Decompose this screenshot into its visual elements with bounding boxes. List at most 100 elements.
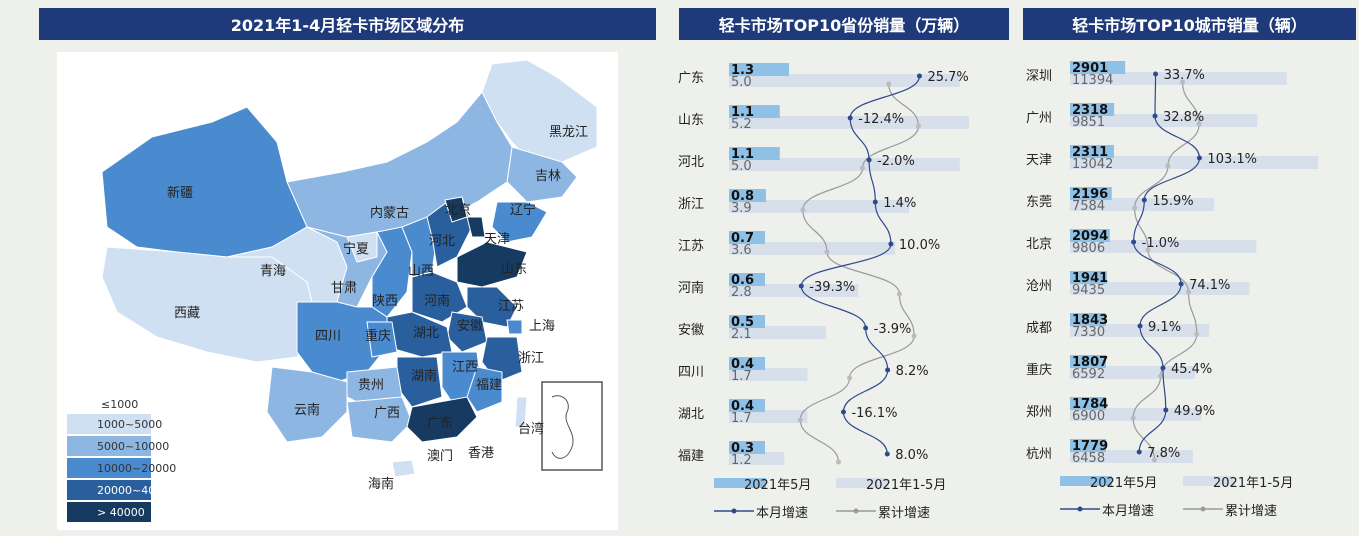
- bar-month: [1070, 271, 1107, 284]
- bar-cumulative: [729, 368, 808, 381]
- bar-cumulative: [729, 74, 960, 87]
- bar-month: [729, 63, 789, 76]
- point-cumulative-growth: [1132, 205, 1138, 211]
- point-cumulative-growth: [896, 291, 902, 297]
- province-label: 福建: [476, 378, 502, 393]
- region-taiwan: [514, 396, 528, 428]
- bar-month: [729, 105, 780, 118]
- point-cumulative-growth: [1165, 163, 1171, 169]
- region-chongqing: [366, 321, 398, 358]
- growth-label: 1.4%: [883, 196, 916, 211]
- value-label-cumulative: 11394: [1072, 73, 1113, 88]
- value-label-cumulative: 7330: [1072, 325, 1105, 340]
- bar-month: [1070, 145, 1114, 158]
- bar-cumulative: [1070, 450, 1193, 463]
- point-cumulative-growth: [1145, 247, 1151, 253]
- point-month-growth: [1136, 449, 1142, 455]
- province-label: 四川: [315, 329, 341, 344]
- value-label-month: 2094: [1072, 229, 1108, 244]
- province-label: 内蒙古: [370, 205, 409, 221]
- value-label-month: 2901: [1072, 61, 1108, 76]
- province-label: 湖北: [413, 326, 439, 341]
- line-month-growth: [800, 75, 921, 455]
- region-guangdong: [406, 396, 478, 443]
- china-map-panel: 黑龙江 吉林 辽宁 内蒙古 北京 天津 河北 新疆 宁夏 山西 山东 青海 甘肃 陕西 河南 江苏 西藏 四川 重庆…: [57, 52, 618, 530]
- category-label: 广东: [678, 71, 704, 86]
- legend-label-month: 2021年5月: [744, 478, 812, 493]
- bar-cumulative: [729, 326, 826, 339]
- category-label: 河南: [678, 280, 704, 296]
- growth-label: 15.9%: [1152, 194, 1193, 209]
- bar-month: [729, 399, 765, 412]
- value-label-cumulative: 13042: [1072, 157, 1113, 172]
- point-month-growth: [1178, 281, 1184, 287]
- point-cumulative-growth: [1151, 457, 1157, 463]
- province-label: 江西: [452, 360, 478, 375]
- province-label: 云南: [294, 402, 320, 418]
- legend-swatch-1: [67, 414, 151, 434]
- point-month-growth: [866, 157, 872, 163]
- category-label: 浙江: [678, 197, 704, 212]
- value-label-cumulative: 7584: [1072, 199, 1105, 214]
- province-label: 甘肃: [331, 281, 357, 296]
- point-cumulative-growth: [915, 123, 921, 129]
- category-label: 成都: [1026, 321, 1052, 336]
- growth-label: -39.3%: [809, 280, 855, 295]
- legend-line-cum: [1183, 506, 1223, 512]
- point-cumulative-growth: [1158, 373, 1164, 379]
- point-cumulative-growth: [859, 165, 865, 171]
- value-label-cumulative: 3.9: [731, 201, 752, 216]
- point-cumulative-growth: [886, 81, 892, 87]
- province-label: 山西: [408, 264, 434, 279]
- point-month-growth: [1163, 407, 1169, 413]
- legend-label-cum-growth: 累计增速: [1225, 504, 1278, 519]
- category-label: 沧州: [1026, 278, 1052, 294]
- line-month-growth: [1133, 73, 1201, 453]
- line-cumulative-growth: [799, 83, 920, 463]
- point-month-growth: [1137, 323, 1143, 329]
- value-label-cumulative: 5.0: [731, 159, 752, 174]
- region-fujian: [466, 366, 503, 413]
- value-label-month: 1941: [1072, 271, 1108, 286]
- category-label: 河北: [678, 155, 704, 170]
- point-month-growth: [1131, 239, 1137, 245]
- growth-label: 74.1%: [1189, 278, 1230, 293]
- bar-month: [1070, 397, 1106, 410]
- bar-month: [729, 189, 766, 202]
- bar-month: [1070, 229, 1110, 242]
- growth-label: 7.8%: [1147, 446, 1180, 461]
- legend-label-1: 1000~5000: [97, 418, 163, 431]
- legend-label-3: 10000~20000: [97, 462, 177, 475]
- point-cumulative-growth: [836, 459, 842, 465]
- province-label: 吉林: [535, 169, 561, 184]
- region-xinjiang: [101, 106, 308, 258]
- province-label: 重庆: [365, 328, 391, 344]
- point-month-growth: [1153, 71, 1159, 77]
- growth-label: 33.7%: [1164, 68, 1205, 83]
- point-month-growth: [872, 199, 878, 205]
- value-label-cumulative: 1.7: [731, 411, 752, 426]
- bar-cumulative: [729, 410, 808, 423]
- bar-cumulative: [1070, 408, 1202, 421]
- category-label: 深圳: [1026, 69, 1052, 84]
- province-label: 河北: [429, 234, 455, 249]
- point-cumulative-growth: [1130, 415, 1136, 421]
- value-label-cumulative: 5.2: [731, 117, 752, 132]
- value-label-cumulative: 9806: [1072, 241, 1105, 256]
- value-label-cumulative: 1.7: [731, 369, 752, 384]
- province-chart-title: 轻卡市场TOP10省份销量（万辆）: [679, 8, 1009, 40]
- province-chart: 广东 1.3 5.0 山东 1.1 5.2 河北 1.1 5.0 浙江 0.8 3.9 江苏 0.7 3.6…: [670, 44, 1010, 536]
- category-label: 安徽: [678, 323, 704, 338]
- growth-label: 8.2%: [896, 364, 929, 379]
- province-label: 西藏: [174, 306, 200, 321]
- value-label-cumulative: 6592: [1072, 367, 1105, 382]
- value-label-month: 2318: [1072, 103, 1108, 118]
- point-cumulative-growth: [1186, 289, 1192, 295]
- point-cumulative-growth: [1180, 79, 1186, 85]
- city-chart-title: 轻卡市场TOP10城市销量（辆）: [1023, 8, 1356, 40]
- legend-swatch-cum: [1183, 476, 1235, 486]
- point-month-growth: [1160, 365, 1166, 371]
- bar-cumulative: [729, 116, 969, 129]
- category-label: 天津: [1026, 153, 1052, 168]
